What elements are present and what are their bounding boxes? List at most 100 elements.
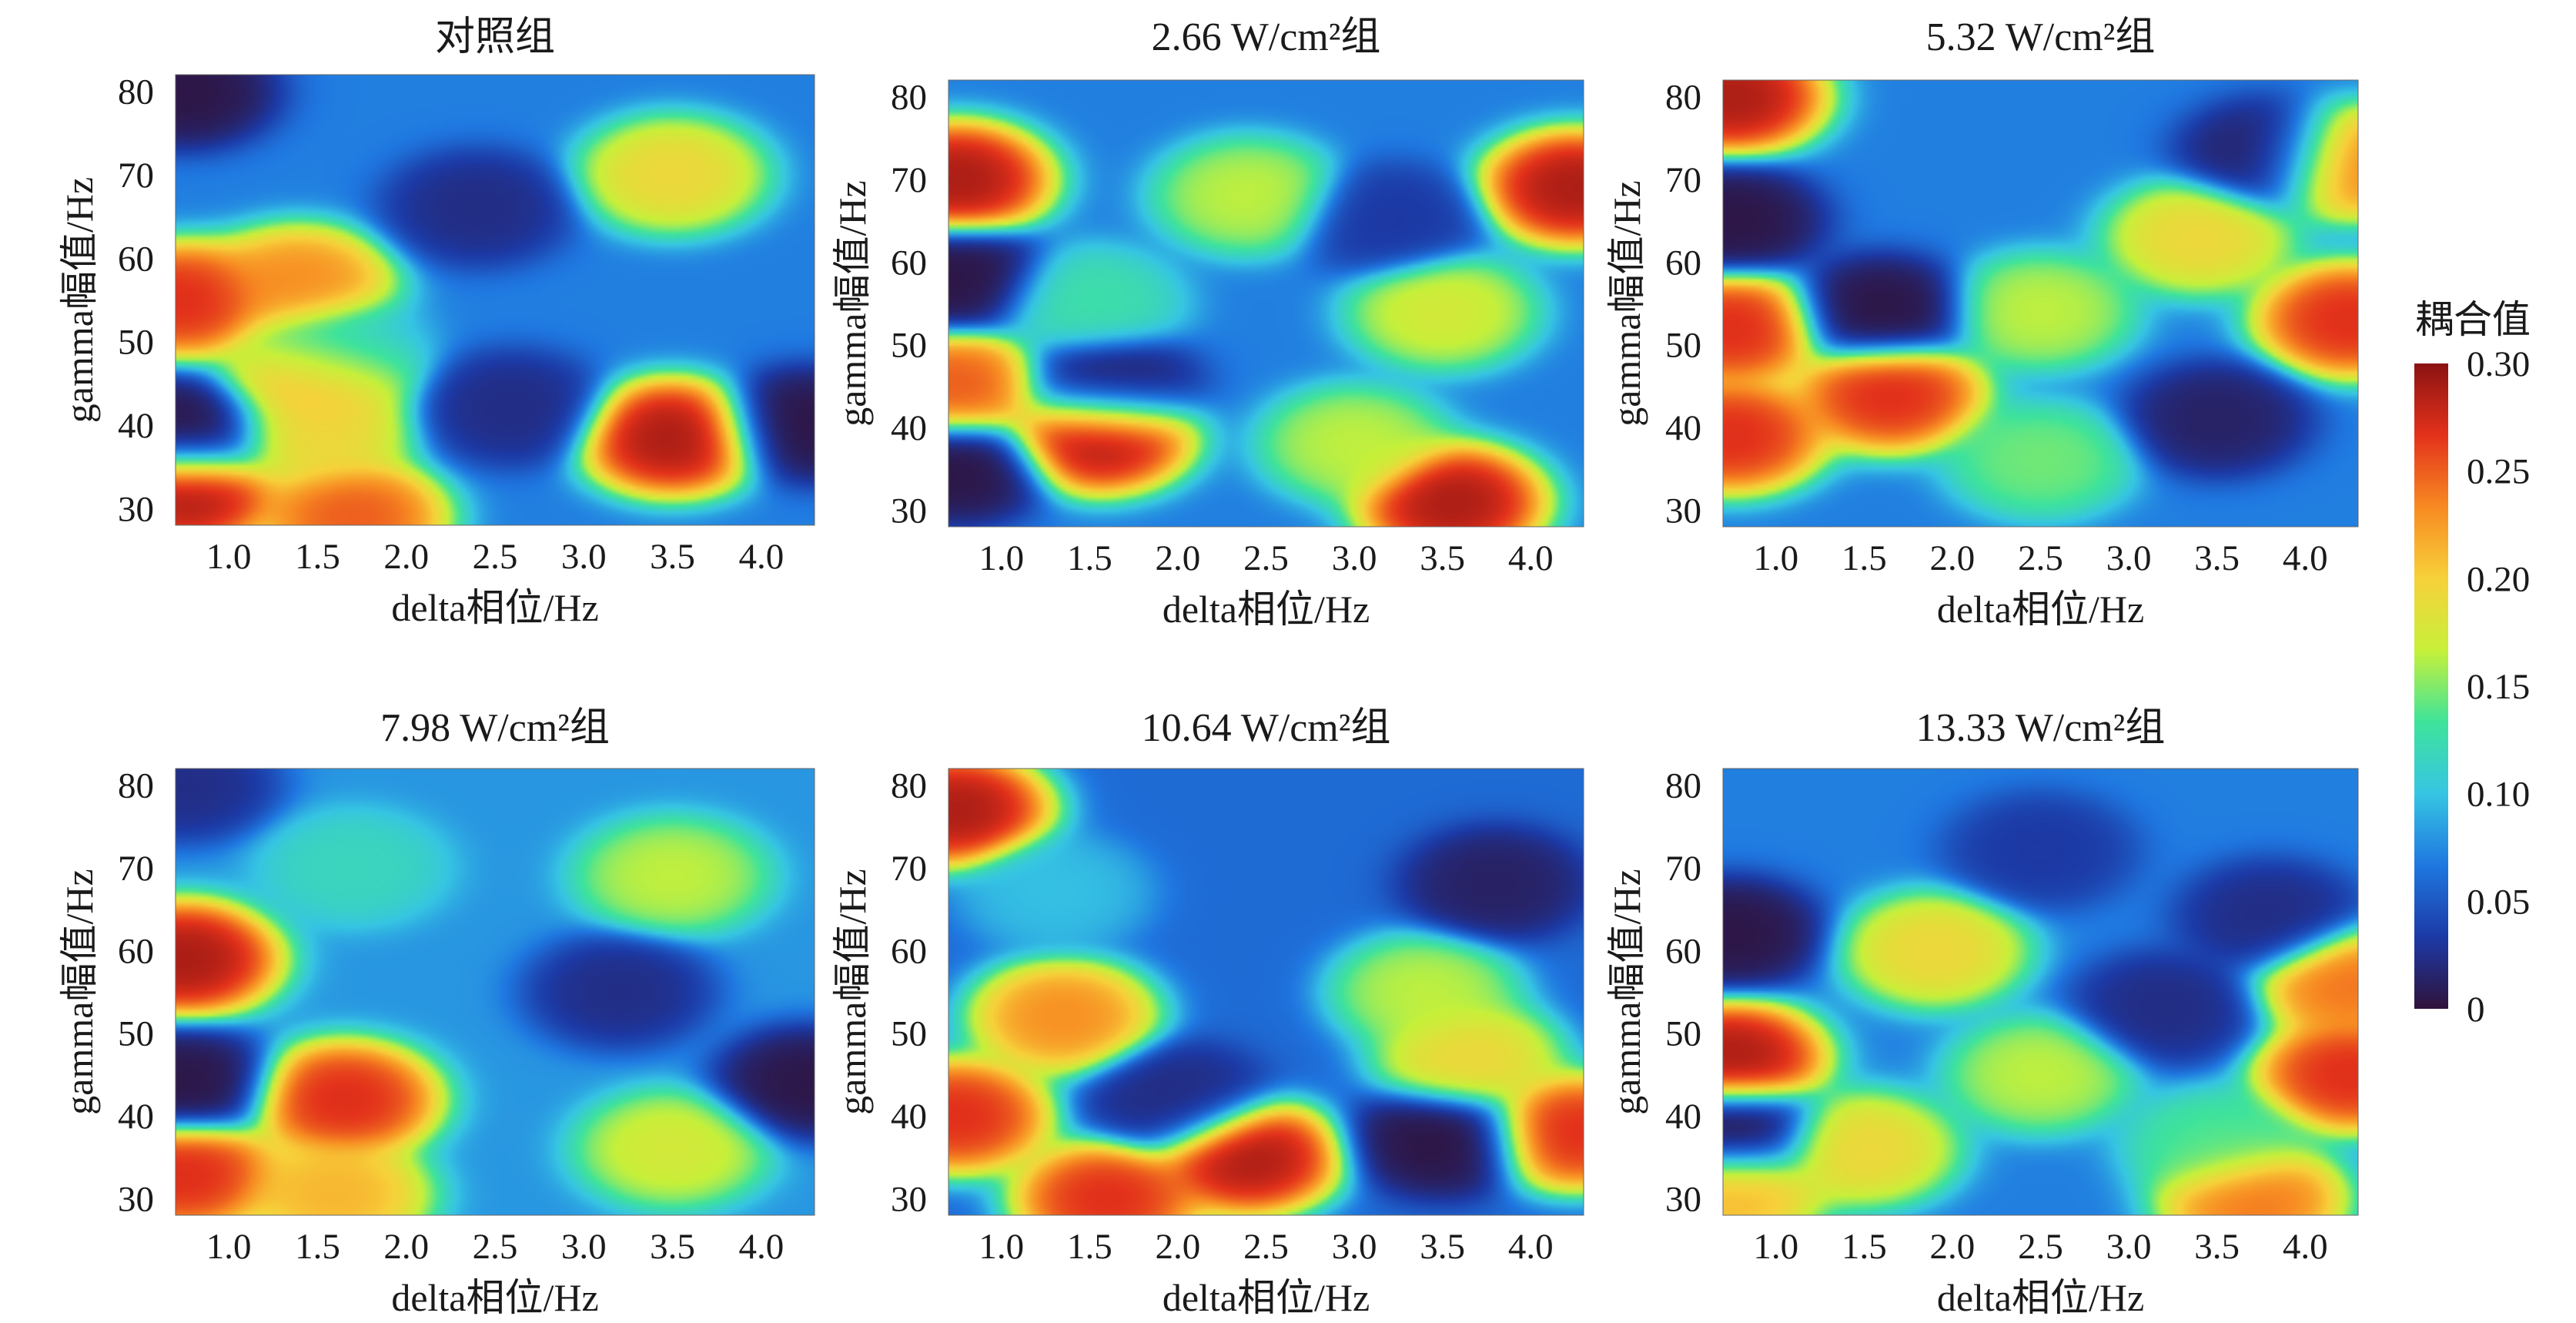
x-tick-label: 1.0 [1753, 1227, 1798, 1267]
x-tick-label: 2.5 [1243, 538, 1289, 578]
y-tick-label: 40 [1665, 1097, 1701, 1137]
y-axis-label: gamma幅值/Hz [58, 177, 101, 423]
y-tick-label: 50 [118, 323, 154, 363]
x-tick-label: 3.0 [1332, 1227, 1377, 1267]
colorbar-tick-label: 0.10 [2467, 775, 2530, 815]
y-axis-label: gamma幅值/Hz [831, 869, 874, 1114]
y-tick-label: 70 [891, 160, 927, 200]
x-tick-label: 3.0 [2106, 1227, 2152, 1267]
x-tick-label: 1.0 [206, 1227, 252, 1267]
panel-title: 对照组 [435, 15, 555, 59]
y-tick-label: 40 [891, 408, 927, 448]
x-tick-label: 2.0 [1156, 538, 1201, 578]
heatmap-image [1723, 769, 2358, 1215]
x-tick-label: 3.5 [650, 1227, 695, 1267]
y-tick-label: 60 [1665, 243, 1701, 283]
x-tick-label: 3.0 [2106, 538, 2152, 578]
y-tick-label: 50 [1665, 1014, 1701, 1054]
heatmap-panel-4: 7.98 W/cm²组 1.0 1.5 2.0 2.5 3.0 3.5 4.0 30 40 50 60… [58, 706, 815, 1319]
panel-title: 13.33 W/cm²组 [1916, 706, 2166, 750]
x-axis-label: delta相位/Hz [1937, 588, 2144, 631]
x-tick-label: 4.0 [738, 1227, 784, 1267]
plot-frame [948, 768, 1584, 1216]
x-tick-label: 2.0 [383, 1227, 429, 1267]
x-tick-label: 2.0 [1930, 1227, 1975, 1267]
x-tick-label: 1.5 [1842, 1227, 1887, 1267]
y-axis-label: gamma幅值/Hz [58, 869, 101, 1114]
x-tick-label: 1.5 [1842, 538, 1887, 578]
x-tick-label: 1.0 [206, 537, 252, 577]
x-tick-label: 2.5 [1243, 1227, 1289, 1267]
panel-title: 5.32 W/cm²组 [1926, 15, 2156, 59]
plot-frame [1722, 768, 2359, 1216]
x-tick-label: 1.5 [1067, 538, 1112, 578]
y-axis-label: gamma幅值/Hz [1605, 180, 1648, 426]
y-tick-label: 60 [891, 243, 927, 283]
heatmap-panel-2: 2.66 W/cm²组 1.0 1.5 2.0 2.5 3.0 3.5 4.0 30 40 50 60… [831, 15, 1584, 631]
panels-group: 对照组 1.0 1.5 2.0 2.5 3.0 3.5 4.0 30 40 50 60 70 80 delt… [58, 15, 2359, 1319]
y-tick-label: 30 [1665, 1180, 1701, 1220]
colorbar-title: 耦合值 [2415, 298, 2531, 341]
heatmap-panel-1: 对照组 1.0 1.5 2.0 2.5 3.0 3.5 4.0 30 40 50 60 70 80 delt… [58, 15, 815, 629]
x-tick-label: 2.0 [1156, 1227, 1201, 1267]
x-tick-label: 1.0 [1753, 538, 1798, 578]
heatmap-image [948, 80, 1584, 527]
colorbar-tick-label: 0.20 [2467, 559, 2530, 599]
x-tick-label: 1.5 [295, 1227, 340, 1267]
y-tick-label: 50 [891, 326, 927, 366]
plot-frame [1722, 79, 2359, 528]
x-tick-label: 4.0 [1508, 538, 1554, 578]
x-tick-label: 1.0 [979, 538, 1024, 578]
x-tick-label: 3.5 [1420, 538, 1465, 578]
y-tick-label: 30 [891, 1180, 927, 1220]
y-tick-label: 40 [891, 1097, 927, 1137]
y-tick-label: 80 [891, 77, 927, 117]
x-tick-label: 3.0 [561, 537, 607, 577]
x-tick-label: 4.0 [738, 537, 784, 577]
y-tick-label: 70 [891, 849, 927, 889]
x-axis-label: delta相位/Hz [1937, 1276, 2144, 1319]
x-tick-label: 4.0 [1508, 1227, 1554, 1267]
x-tick-label: 3.5 [2194, 1227, 2240, 1267]
colorbar: 耦合值 0.30 0.25 0.20 0.15 0.10 0.05 0 [2414, 298, 2531, 1030]
heatmap-image [948, 769, 1584, 1215]
x-axis-label: delta相位/Hz [391, 586, 598, 629]
x-axis-label: delta相位/Hz [391, 1276, 598, 1319]
y-tick-label: 80 [1665, 765, 1701, 806]
y-tick-label: 80 [891, 765, 927, 806]
y-tick-label: 70 [118, 849, 154, 889]
plot-frame [175, 768, 815, 1216]
x-tick-label: 4.0 [2283, 1227, 2328, 1267]
y-tick-label: 70 [118, 156, 154, 196]
y-tick-label: 30 [891, 491, 927, 531]
x-tick-label: 2.5 [2018, 538, 2063, 578]
heatmap-panel-6: 13.33 W/cm²组 1.0 1.5 2.0 2.5 3.0 3.5 4.0 30 40 50 6… [1605, 706, 2359, 1319]
x-tick-label: 2.5 [473, 1227, 518, 1267]
y-axis-label: gamma幅值/Hz [831, 180, 874, 426]
heatmap-panel-5: 10.64 W/cm²组 1.0 1.5 2.0 2.5 3.0 3.5 4.0 30 40 50 6… [831, 706, 1584, 1319]
x-tick-label: 1.5 [1067, 1227, 1112, 1267]
x-axis-label: delta相位/Hz [1163, 588, 1370, 631]
y-tick-label: 60 [1665, 931, 1701, 971]
colorbar-tick-label: 0.30 [2467, 344, 2530, 384]
y-tick-label: 50 [118, 1014, 154, 1054]
plot-frame [175, 74, 815, 526]
x-tick-label: 3.5 [1420, 1227, 1465, 1267]
x-tick-label: 2.5 [473, 537, 518, 577]
colorbar-ticks: 0.30 0.25 0.20 0.15 0.10 0.05 0 [2467, 344, 2530, 1030]
y-tick-label: 80 [118, 72, 154, 112]
panel-title: 2.66 W/cm²组 [1152, 15, 1381, 59]
heatmap-image [176, 769, 815, 1215]
colorbar-gradient [2414, 363, 2448, 1009]
heatmap-image [176, 75, 815, 525]
heatmap-image [1723, 80, 2358, 527]
x-tick-label: 4.0 [2283, 538, 2328, 578]
y-tick-label: 30 [1665, 491, 1701, 531]
y-tick-label: 70 [1665, 160, 1701, 200]
y-tick-label: 30 [118, 489, 154, 529]
y-axis-label: gamma幅值/Hz [1605, 869, 1648, 1114]
x-tick-label: 3.5 [2194, 538, 2240, 578]
y-tick-label: 40 [1665, 408, 1701, 448]
plot-frame [948, 79, 1584, 528]
